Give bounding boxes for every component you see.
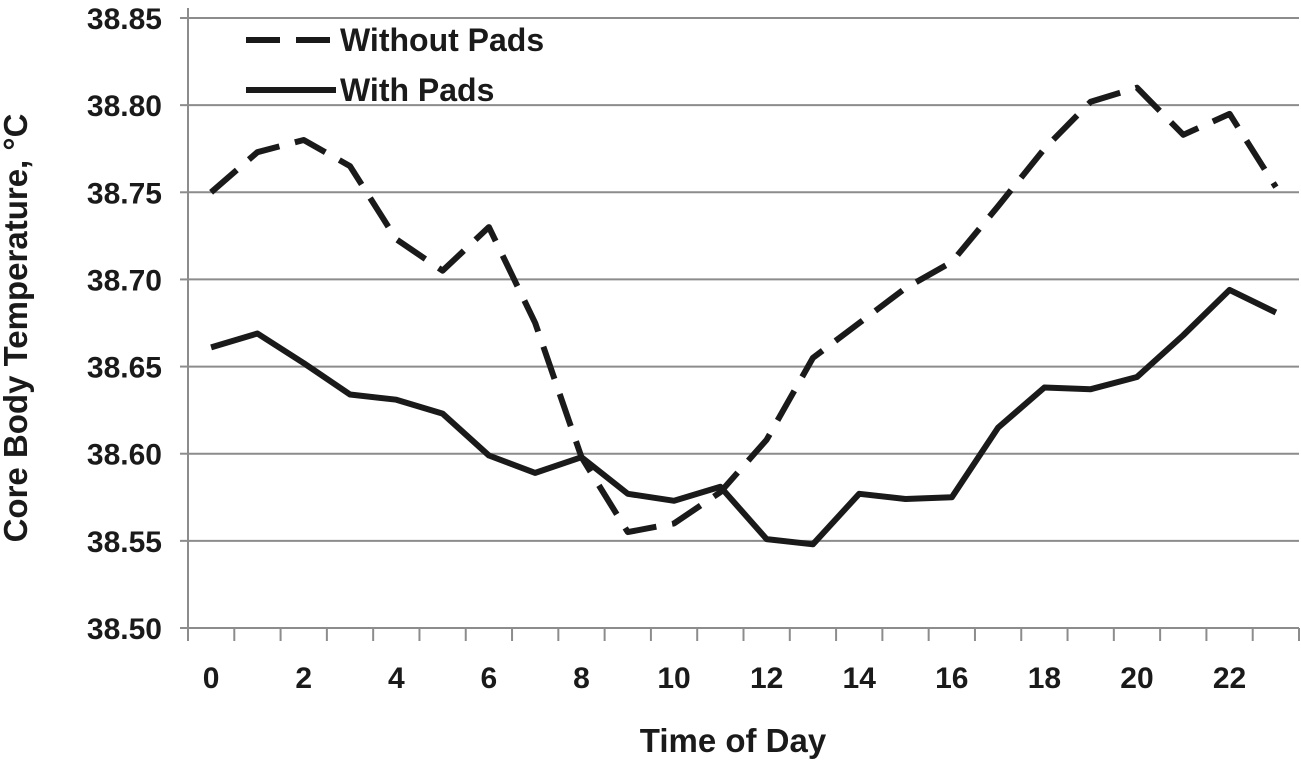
y-tick-label: 38.55: [87, 526, 162, 559]
series-line-without-pads: [209, 84, 1279, 536]
x-tick-label: 18: [1028, 662, 1061, 695]
gridlines: [188, 17, 1299, 629]
x-tick-label: 16: [935, 662, 968, 695]
series-lines: [209, 84, 1279, 548]
x-tick-label: 20: [1120, 662, 1153, 695]
x-tick-label: 0: [203, 662, 220, 695]
legend-label: Without Pads: [340, 22, 544, 58]
y-tick-label: 38.85: [87, 3, 162, 36]
y-tick-labels: 38.50 38.55 38.60 38.65 38.70 38.75 38.80 38.85: [87, 3, 162, 646]
x-tick-label: 8: [573, 662, 590, 695]
y-tick-label: 38.80: [87, 90, 162, 123]
x-tick-label: 6: [481, 662, 498, 695]
legend-label: With Pads: [340, 72, 494, 108]
x-tick-label: 10: [657, 662, 690, 695]
x-tick-label: 4: [388, 662, 405, 695]
y-tick-label: 38.60: [87, 439, 162, 472]
x-axis-label: Time of Day: [640, 722, 827, 759]
x-tick-labels: 0 2 4 6 8 10 12 14 16 18 20 22: [203, 662, 1246, 695]
y-tick-label: 38.75: [87, 177, 162, 210]
x-tick-label: 12: [750, 662, 783, 695]
series-line-with-pads: [210, 286, 1278, 548]
x-tick-label: 2: [295, 662, 312, 695]
y-axis-label: Core Body Temperature, °C: [0, 114, 34, 543]
y-tick-label: 38.65: [87, 352, 162, 385]
y-tick-label: 38.70: [87, 264, 162, 297]
y-tick-label: 38.50: [87, 613, 162, 646]
x-tick-label: 14: [843, 662, 877, 695]
x-tick-label: 22: [1213, 662, 1246, 695]
axes: [180, 8, 1300, 641]
legend: Without Pads With Pads: [246, 22, 544, 108]
